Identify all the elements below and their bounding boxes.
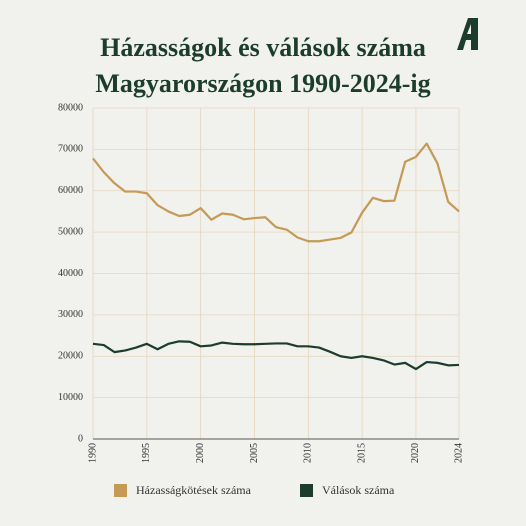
x-tick-label: 1990 <box>87 443 98 463</box>
x-tick-label: 2020 <box>410 443 421 463</box>
y-tick-label: 60000 <box>58 185 83 196</box>
x-tick-label: 1995 <box>141 443 152 463</box>
y-tick-label: 30000 <box>58 309 83 320</box>
chart-title: Házasságok és válások száma Magyarország… <box>95 33 431 98</box>
x-tick-label: 2024 <box>453 443 464 463</box>
legend-swatch <box>300 484 313 497</box>
x-tick-label: 2005 <box>249 443 260 463</box>
legend-label: Válások száma <box>322 483 395 497</box>
y-tick-label: 0 <box>78 433 83 444</box>
x-tick-label: 2015 <box>356 443 367 463</box>
x-tick-label: 2010 <box>303 443 314 463</box>
y-tick-label: 20000 <box>58 351 83 362</box>
x-tick-label: 2000 <box>195 443 206 463</box>
line <box>92 340 460 371</box>
y-tick-label: 50000 <box>58 226 83 237</box>
line <box>92 142 460 243</box>
y-tick-label: 80000 <box>58 102 83 113</box>
y-tick-label: 70000 <box>58 144 83 155</box>
y-tick-label: 40000 <box>58 268 83 279</box>
y-tick-label: 10000 <box>58 392 83 403</box>
legend-swatch <box>114 484 127 497</box>
legend-label: Házasságkötések száma <box>136 483 252 497</box>
logo <box>457 18 478 50</box>
